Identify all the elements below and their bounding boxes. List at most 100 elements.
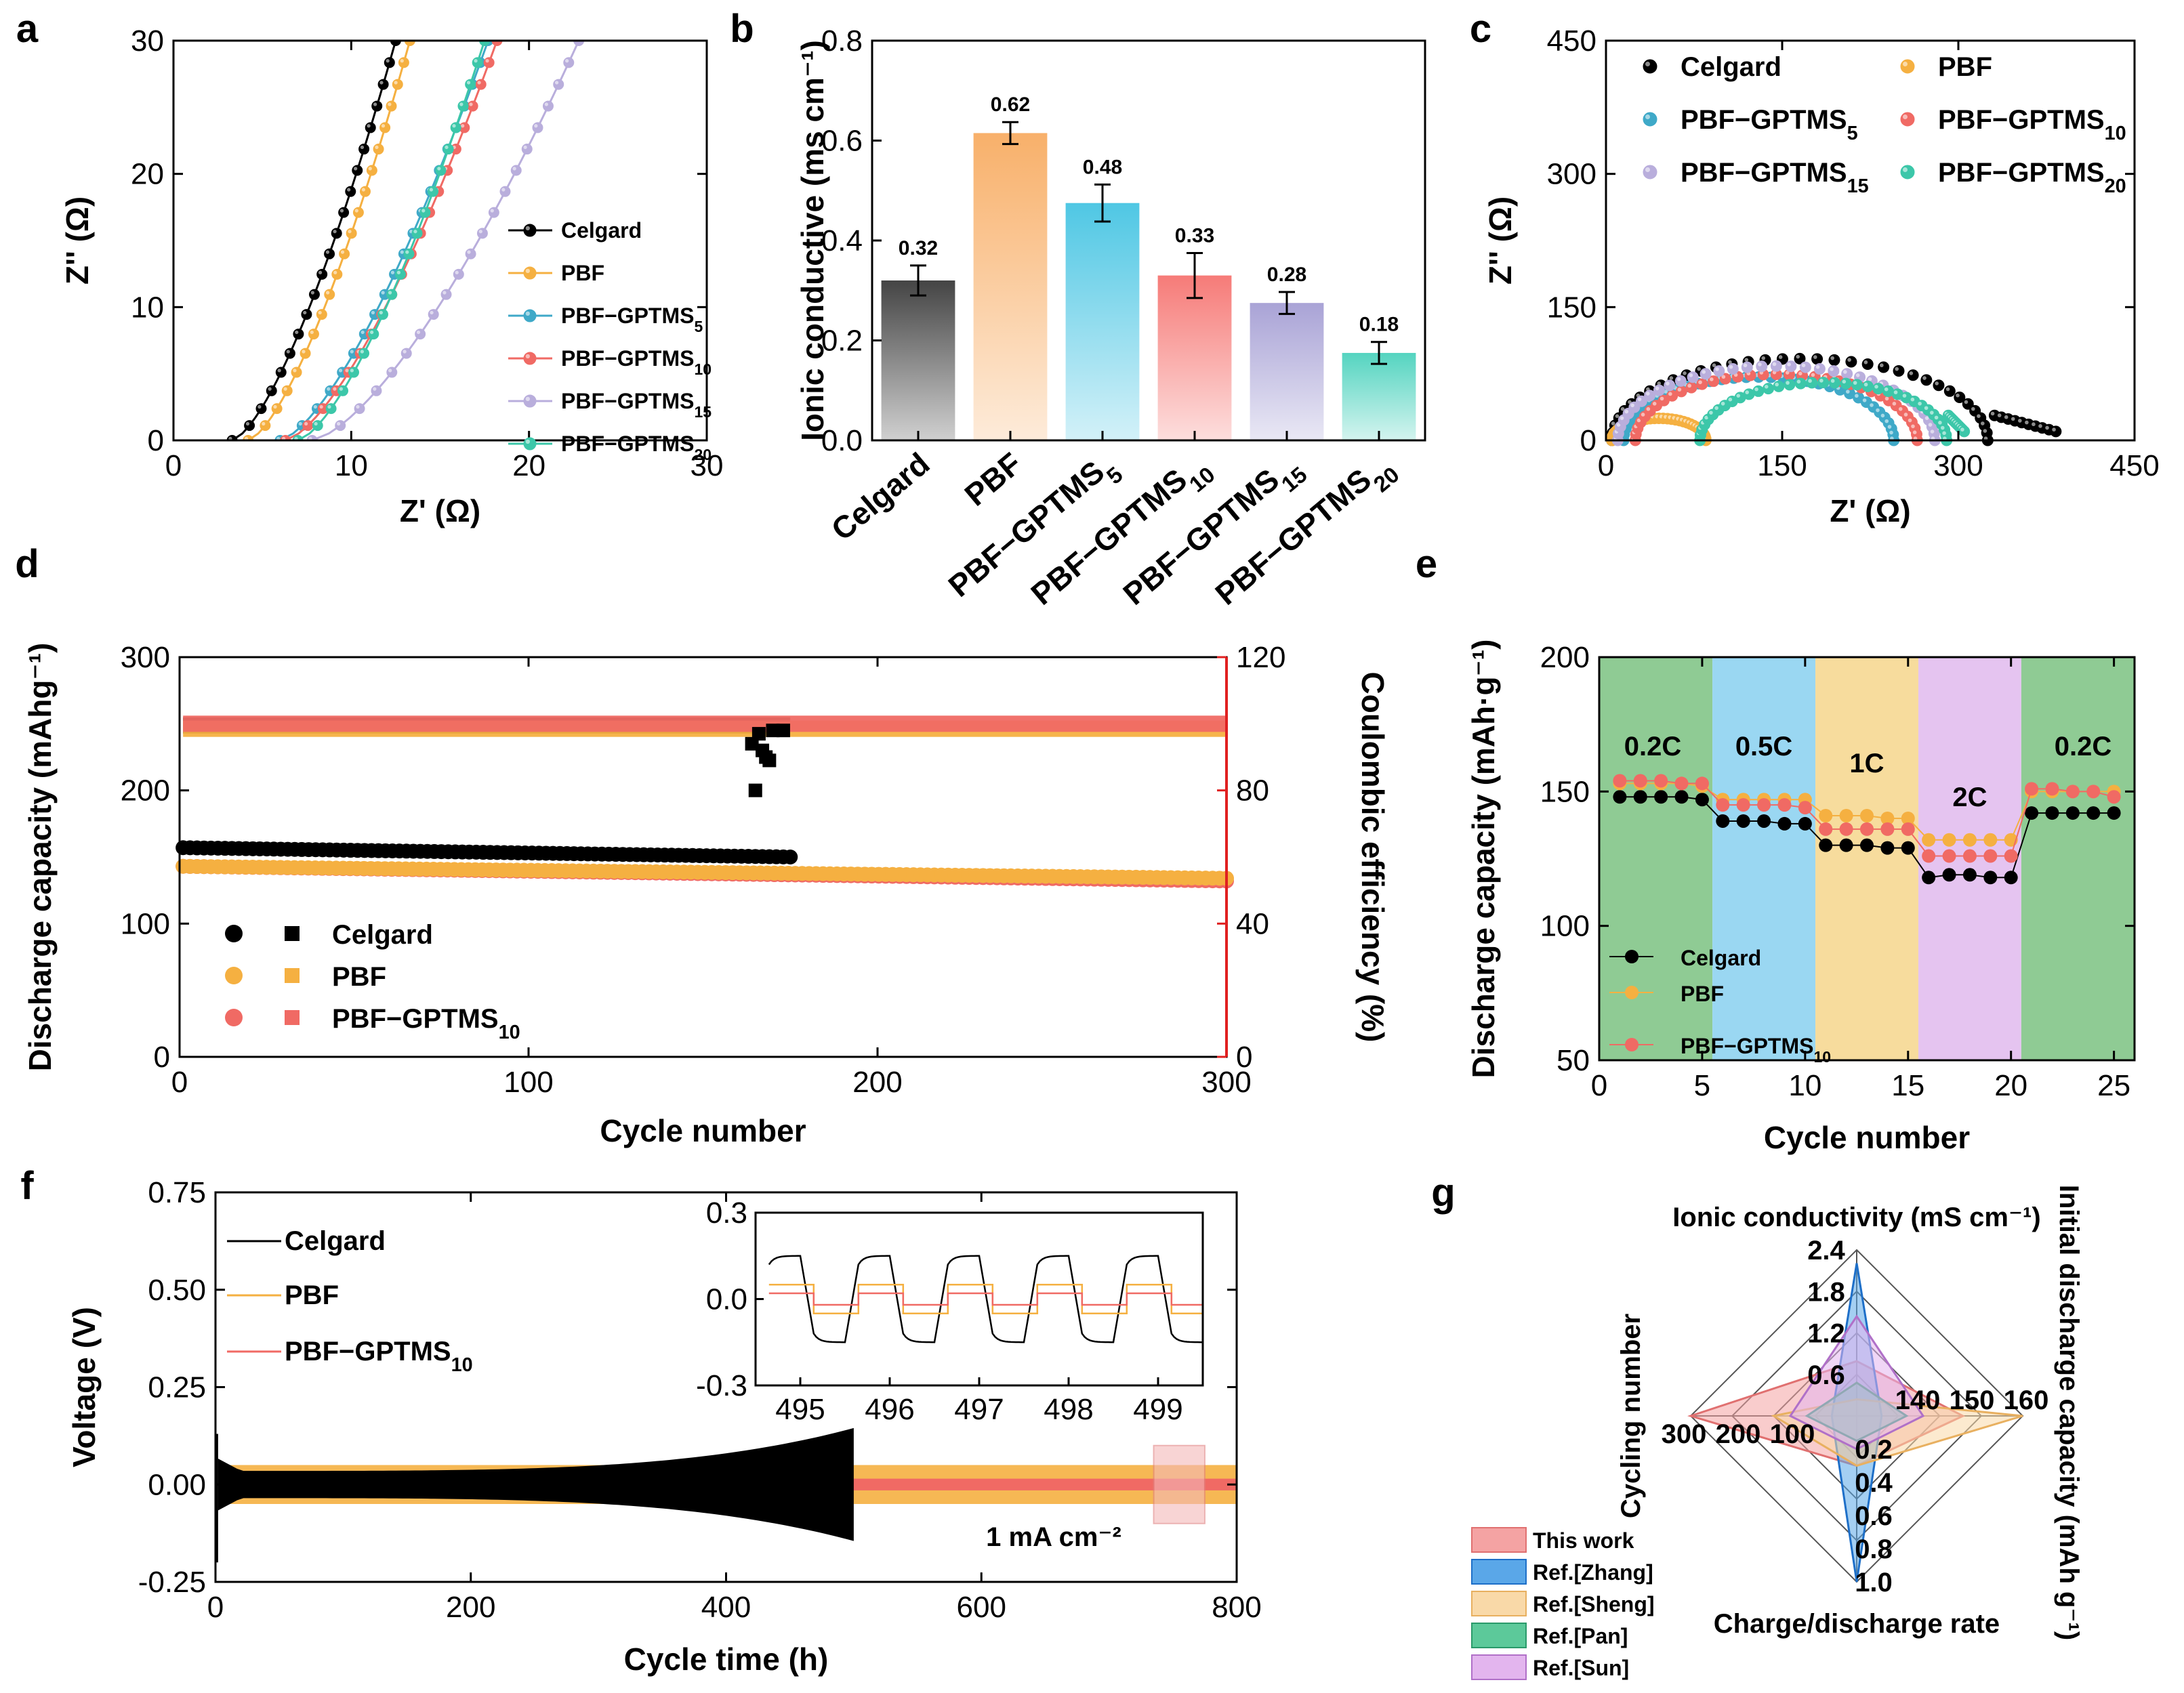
data-point bbox=[419, 207, 431, 218]
data-point bbox=[1713, 365, 1725, 377]
point-highlight bbox=[554, 81, 559, 85]
data-point bbox=[1633, 774, 1647, 788]
point-highlight bbox=[467, 250, 471, 254]
data-point bbox=[521, 144, 533, 155]
data-point bbox=[1664, 379, 1676, 392]
point-highlight bbox=[2018, 419, 2022, 423]
point-highlight bbox=[360, 350, 365, 354]
point-highlight bbox=[370, 330, 374, 335]
y-tick-label: 10 bbox=[131, 291, 164, 324]
data-point bbox=[465, 248, 476, 259]
data-point bbox=[488, 207, 499, 218]
point-highlight bbox=[347, 188, 351, 192]
point-highlight bbox=[525, 354, 530, 358]
data-point bbox=[1860, 838, 1874, 852]
data-point bbox=[331, 268, 343, 280]
point-highlight bbox=[1934, 415, 1939, 420]
data-point bbox=[1880, 822, 1895, 836]
data-point bbox=[260, 420, 271, 432]
point-highlight bbox=[455, 270, 459, 274]
point-highlight bbox=[1971, 406, 1975, 411]
data-point bbox=[499, 186, 511, 197]
legend-marker bbox=[523, 437, 537, 451]
point-highlight bbox=[379, 81, 384, 85]
point-highlight bbox=[1786, 381, 1790, 385]
data-point bbox=[271, 403, 283, 415]
point-highlight bbox=[302, 350, 306, 354]
point-highlight bbox=[1983, 429, 1987, 433]
data-point bbox=[1819, 809, 1833, 823]
data-point bbox=[1922, 849, 1936, 863]
radar-axis-label: Charge/discharge rate bbox=[1714, 1609, 2000, 1639]
data-point bbox=[1716, 814, 1730, 828]
point-highlight bbox=[1714, 406, 1718, 411]
point-highlight bbox=[1942, 431, 1946, 436]
point-highlight bbox=[1922, 376, 1927, 380]
data-point bbox=[255, 403, 267, 415]
point-highlight bbox=[1938, 421, 1942, 425]
point-highlight bbox=[1853, 381, 1857, 385]
y-tick-label: 0.4 bbox=[821, 224, 863, 257]
point-highlight bbox=[1811, 373, 1815, 377]
point-highlight bbox=[1712, 363, 1716, 368]
point-highlight bbox=[1990, 411, 1995, 416]
legend-label: PBF bbox=[561, 261, 604, 285]
point-highlight bbox=[1846, 390, 1850, 394]
data-point bbox=[368, 329, 379, 340]
point-highlight bbox=[1646, 406, 1651, 411]
data-point bbox=[1695, 776, 1709, 791]
point-highlight bbox=[1796, 379, 1801, 384]
x-tick-label: 600 bbox=[957, 1591, 1006, 1624]
x-tick-label: 200 bbox=[852, 1066, 902, 1099]
point-highlight bbox=[350, 350, 354, 354]
point-highlight bbox=[345, 369, 349, 373]
data-point bbox=[415, 329, 426, 340]
point-highlight bbox=[459, 102, 463, 106]
celgard-envelope bbox=[218, 1427, 854, 1541]
radar-series bbox=[1788, 1314, 1925, 1450]
point-highlight bbox=[379, 310, 383, 315]
x-tick-label: 400 bbox=[701, 1591, 751, 1624]
data-point bbox=[573, 41, 585, 46]
point-highlight bbox=[367, 124, 371, 128]
value-label: 0.18 bbox=[1359, 314, 1399, 336]
data-point bbox=[1674, 776, 1689, 791]
panel-letter-b: b bbox=[730, 7, 754, 51]
point-highlight bbox=[339, 209, 344, 213]
data-point bbox=[428, 309, 439, 320]
point-highlight bbox=[1683, 371, 1687, 375]
point-highlight bbox=[1977, 414, 1981, 418]
legend-swatch bbox=[1471, 1559, 1527, 1585]
panel-letter-a: a bbox=[16, 7, 39, 51]
data-point bbox=[1828, 377, 1840, 389]
data-point bbox=[1828, 354, 1840, 366]
data-point bbox=[442, 144, 454, 155]
point-highlight bbox=[1868, 377, 1872, 381]
rate-band bbox=[1815, 657, 1918, 1060]
point-highlight bbox=[1880, 413, 1885, 418]
point-highlight bbox=[1842, 379, 1847, 384]
data-point bbox=[379, 122, 391, 133]
legend-label: Ref.[Zhang] bbox=[1533, 1560, 1653, 1585]
legend-marker bbox=[1643, 59, 1657, 74]
data-point bbox=[1962, 849, 1977, 863]
point-highlight bbox=[1645, 114, 1650, 119]
category-label: PBF−GPTMS20 bbox=[1208, 446, 1404, 621]
y2-tick-label: 80 bbox=[1236, 774, 1269, 808]
ce-outlier bbox=[776, 724, 790, 738]
data-point bbox=[2045, 806, 2059, 820]
legend-label: PBF−GPTMS15 bbox=[1681, 158, 1869, 197]
data-point bbox=[384, 57, 395, 68]
point-highlight bbox=[1909, 371, 1914, 375]
data-point bbox=[308, 289, 320, 300]
point-highlight bbox=[1745, 390, 1749, 394]
point-highlight bbox=[388, 102, 392, 106]
point-highlight bbox=[429, 188, 434, 192]
value-label: 0.62 bbox=[991, 93, 1030, 116]
data-point bbox=[308, 329, 319, 340]
y-tick-label: 100 bbox=[1540, 910, 1590, 943]
point-highlight bbox=[1912, 430, 1917, 434]
point-highlight bbox=[2011, 417, 2015, 421]
